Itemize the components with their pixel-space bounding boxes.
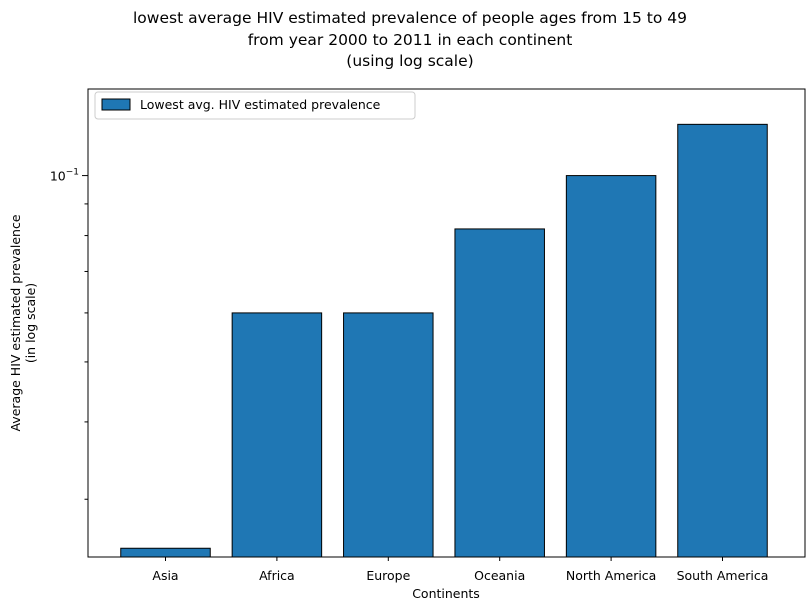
bar-africa <box>231 312 323 558</box>
plot-area-frame <box>87 88 806 558</box>
bar-asia <box>120 547 211 558</box>
legend-swatch <box>101 98 131 111</box>
x-axis-label: Continents <box>412 586 480 601</box>
chart-title-line-2: from year 2000 to 2011 in each continent <box>248 31 573 49</box>
x-tick-label: North America <box>566 568 657 583</box>
y-axis-label: Average HIV estimated prevalence (in log… <box>8 214 38 431</box>
x-tick-label: South America <box>677 568 769 583</box>
chart-title-line-3: (using log scale) <box>346 52 473 70</box>
chart-title: lowest average HIV estimated prevalence … <box>133 9 687 70</box>
y-axis-label-line-1: Average HIV estimated prevalence <box>8 214 23 431</box>
bar-oceania <box>454 228 545 558</box>
x-tick-label: Asia <box>152 568 178 583</box>
x-tick-label: Africa <box>259 568 295 583</box>
x-axis-ticks: Asia Africa Europe Oceania North America Sout… <box>152 557 768 583</box>
y-axis-ticks: 10−1 <box>50 168 88 500</box>
legend-frame <box>94 91 416 120</box>
legend-label: Lowest avg. HIV estimated prevalence <box>140 97 381 112</box>
y-tick-label: 10−1 <box>50 168 79 184</box>
bar-europe <box>343 312 434 558</box>
bar-north-america <box>565 175 657 558</box>
bar-south-america <box>677 123 768 558</box>
legend: Lowest avg. HIV estimated prevalence <box>94 91 416 120</box>
x-tick-label: Europe <box>366 568 410 583</box>
y-axis-label-line-2: (in log scale) <box>23 283 38 363</box>
bars-group <box>120 123 768 558</box>
chart-title-line-1: lowest average HIV estimated prevalence … <box>133 9 687 27</box>
x-tick-label: Oceania <box>474 568 525 583</box>
